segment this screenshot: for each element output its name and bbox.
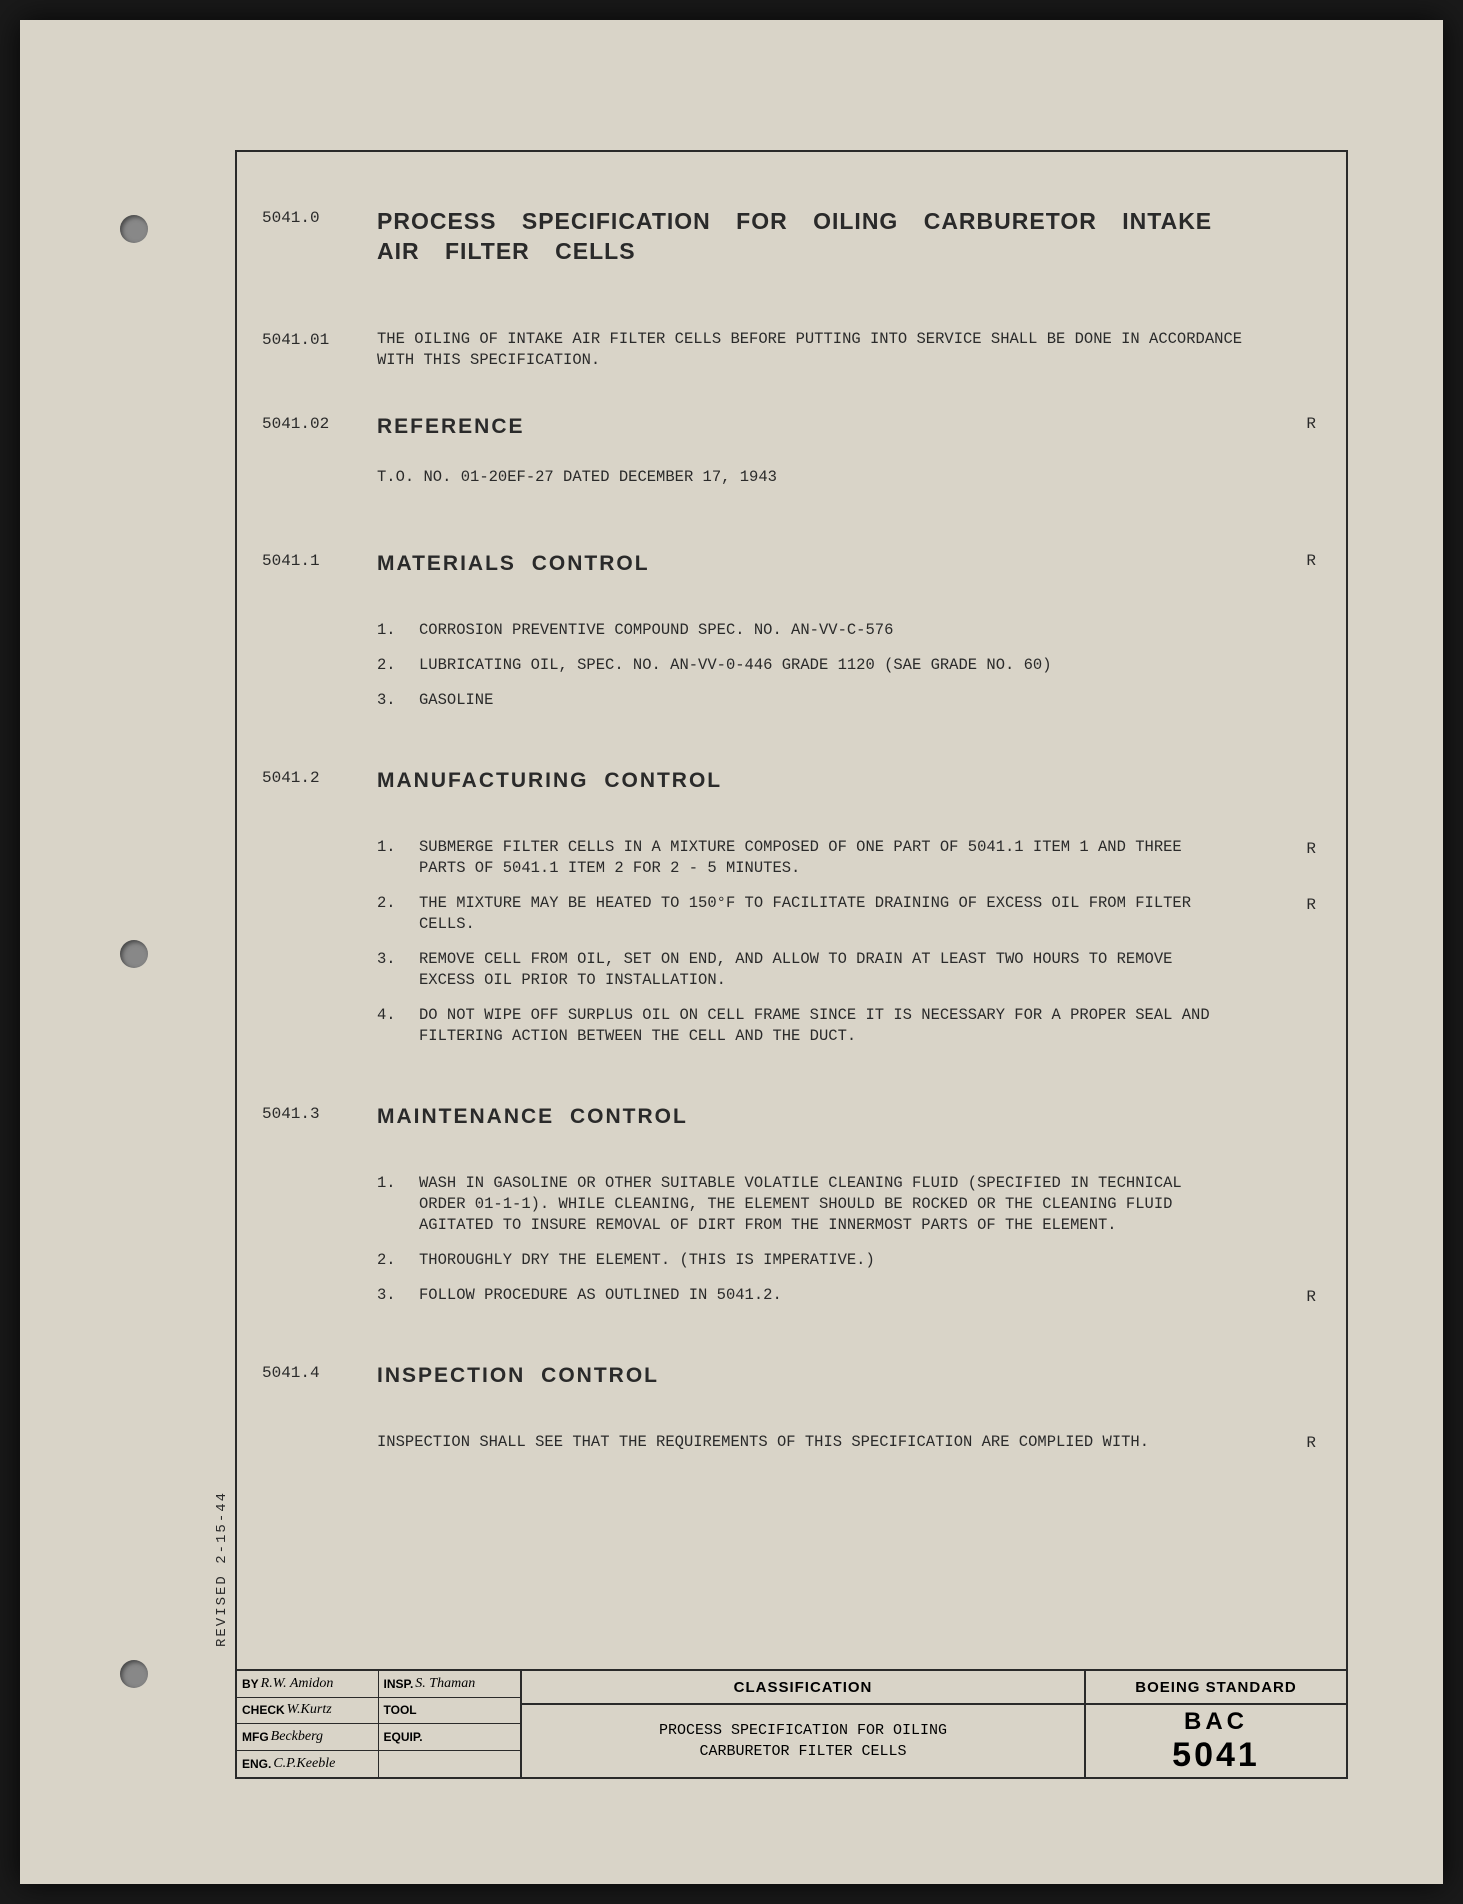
section-main-title: 5041.0 PROCESS SPECIFICATION FOR OILING … [262,207,1321,267]
list-text: SUBMERGE FILTER CELLS IN A MIXTURE COMPO… [419,837,1271,879]
section-materials: 5041.1 MATERIALS CONTROL R [262,550,1321,578]
bac-number-block: BAC 5041 [1086,1705,1346,1777]
list-item: 1. WASH IN GASOLINE OR OTHER SUITABLE VO… [377,1173,1271,1236]
section-number: 5041.01 [262,329,377,349]
section-intro: 5041.01 THE OILING OF INTAKE AIR FILTER … [262,329,1321,371]
eng-cell: ENG.C.P.Keeble [237,1751,379,1778]
section-maintenance-list: 1. WASH IN GASOLINE OR OTHER SUITABLE VO… [262,1173,1321,1320]
list-item: 1. SUBMERGE FILTER CELLS IN A MIXTURE CO… [377,837,1271,879]
list-item: 3. REMOVE CELL FROM OIL, SET ON END, AND… [377,949,1271,991]
section-reference-body: T.O. NO. 01-20EF-27 DATED DECEMBER 17, 1… [262,467,1321,488]
footer-signatures: BYR.W. Amidon INSP.S. Thaman CHECKW.Kurt… [237,1671,522,1777]
list-text: FOLLOW PROCEDURE AS OUTLINED IN 5041.2. [419,1285,1271,1306]
document-border: 5041.0 PROCESS SPECIFICATION FOR OILING … [235,150,1348,1779]
list-item: 2. LUBRICATING OIL, SPEC. NO. AN-VV-0-44… [377,655,1271,676]
section-number: 5041.2 [262,767,377,787]
section-title: INSPECTION CONTROL [377,1362,1321,1390]
list-item: 1. CORROSION PREVENTIVE COMPOUND SPEC. N… [377,620,1271,641]
list-text: LUBRICATING OIL, SPEC. NO. AN-VV-0-446 G… [419,655,1271,676]
punch-hole-icon [120,1660,148,1688]
list-item: 2. THOROUGHLY DRY THE ELEMENT. (THIS IS … [377,1250,1271,1271]
section-reference: 5041.02 REFERENCE R [262,413,1321,441]
section-manufacturing-list: 1. SUBMERGE FILTER CELLS IN A MIXTURE CO… [262,837,1321,1060]
insp-cell: INSP.S. Thaman [379,1671,521,1698]
content-area: 5041.0 PROCESS SPECIFICATION FOR OILING … [262,207,1321,1647]
revised-date-label: REVISED 2-15-44 [214,1491,230,1647]
revision-mark: R [1306,839,1316,861]
section-inspection: 5041.4 INSPECTION CONTROL [262,1362,1321,1390]
section-text: T.O. NO. 01-20EF-27 DATED DECEMBER 17, 1… [377,467,1321,488]
revision-mark: R [1306,552,1316,570]
revision-mark: R [1306,415,1316,433]
section-text: INSPECTION SHALL SEE THAT THE REQUIREMEN… [377,1432,1321,1453]
list-number: 3. [377,949,419,991]
section-number: 5041.4 [262,1362,377,1382]
list-text: CORROSION PREVENTIVE COMPOUND SPEC. NO. … [419,620,1271,641]
standard-label: BOEING STANDARD [1086,1671,1346,1705]
punch-hole-icon [120,215,148,243]
revision-mark: R [1306,1434,1316,1452]
tool-cell: TOOL [379,1698,521,1725]
mfg-cell: MFGBeckberg [237,1724,379,1751]
list-number: 2. [377,655,419,676]
document-page: 5041.0 PROCESS SPECIFICATION FOR OILING … [20,20,1443,1884]
section-text: THE OILING OF INTAKE AIR FILTER CELLS BE… [377,329,1321,371]
section-number: 5041.1 [262,550,377,570]
section-title: MANUFACTURING CONTROL [377,767,1321,795]
section-title: MATERIALS CONTROL [377,550,1321,578]
list-number: 2. [377,1250,419,1271]
list-item: 2. THE MIXTURE MAY BE HEATED TO 150°F TO… [377,893,1271,935]
revision-mark: R [1306,895,1316,917]
revision-mark: R [1306,1287,1316,1309]
footer-table: BYR.W. Amidon INSP.S. Thaman CHECKW.Kurt… [237,1669,1346,1777]
section-manufacturing: 5041.2 MANUFACTURING CONTROL [262,767,1321,795]
bac-number: 5041 [1172,1736,1260,1775]
list-text: THE MIXTURE MAY BE HEATED TO 150°F TO FA… [419,893,1271,935]
classification-label: CLASSIFICATION [522,1671,1084,1705]
section-number: 5041.02 [262,413,377,433]
list-number: 3. [377,1285,419,1306]
list-number: 1. [377,837,419,879]
section-number: 5041.3 [262,1103,377,1123]
list-text: GASOLINE [419,690,1271,711]
check-cell: CHECKW.Kurtz [237,1698,379,1725]
section-title: MAINTENANCE CONTROL [377,1103,1321,1131]
list-number: 4. [377,1005,419,1047]
section-materials-list: 1. CORROSION PREVENTIVE COMPOUND SPEC. N… [262,620,1321,725]
list-number: 1. [377,620,419,641]
section-title: REFERENCE [377,413,1321,441]
section-inspection-body: INSPECTION SHALL SEE THAT THE REQUIREMEN… [262,1432,1321,1453]
list-text: THOROUGHLY DRY THE ELEMENT. (THIS IS IMP… [419,1250,1271,1271]
list-text: WASH IN GASOLINE OR OTHER SUITABLE VOLAT… [419,1173,1271,1236]
spec-title: PROCESS SPECIFICATION FOR OILINGCARBURET… [522,1705,1084,1777]
list-number: 2. [377,893,419,935]
section-number: 5041.0 [262,207,377,227]
by-cell: BYR.W. Amidon [237,1671,379,1698]
list-number: 1. [377,1173,419,1236]
punch-hole-icon [120,940,148,968]
section-title: PROCESS SPECIFICATION FOR OILING CARBURE… [377,207,1321,267]
footer-classification: CLASSIFICATION PROCESS SPECIFICATION FOR… [522,1671,1086,1777]
list-number: 3. [377,690,419,711]
list-item: 3. FOLLOW PROCEDURE AS OUTLINED IN 5041.… [377,1285,1271,1306]
list-text: REMOVE CELL FROM OIL, SET ON END, AND AL… [419,949,1271,991]
blank-cell [379,1751,521,1778]
equip-cell: EQUIP. [379,1724,521,1751]
list-text: DO NOT WIPE OFF SURPLUS OIL ON CELL FRAM… [419,1005,1271,1047]
list-item: 3. GASOLINE [377,690,1271,711]
footer-standard: BOEING STANDARD BAC 5041 [1086,1671,1346,1777]
section-maintenance: 5041.3 MAINTENANCE CONTROL [262,1103,1321,1131]
list-item: 4. DO NOT WIPE OFF SURPLUS OIL ON CELL F… [377,1005,1271,1047]
bac-label: BAC [1184,1708,1248,1736]
